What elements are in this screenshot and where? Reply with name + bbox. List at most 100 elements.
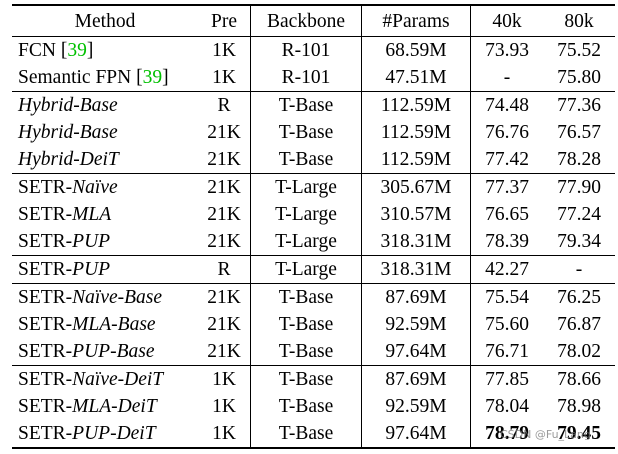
cell-params: 68.59M (361, 36, 471, 64)
cell-80k: 77.36 (557, 95, 601, 116)
method-variant: Naïve-Base (72, 287, 163, 308)
header-row: Method Pre Backbone #Params 40k 80k (12, 5, 615, 37)
citation-open-bracket: [ (60, 40, 68, 61)
method-name: SETR- (18, 287, 73, 308)
citation-link[interactable]: 39 (67, 40, 87, 61)
table-row: SETR-PUP-Base 21K T-Base 97.64M 76.71 78.02 (12, 338, 615, 366)
cell-backbone: T-Large (250, 201, 362, 228)
cell-params: 97.64M (361, 338, 471, 366)
citation-close-bracket: ] (162, 67, 169, 88)
method-variant: Naïve-DeiT (72, 369, 164, 390)
method-variant: Hybrid-Base (18, 95, 118, 116)
header-method: Method (74, 10, 136, 32)
method-variant: Hybrid-Base (18, 122, 118, 143)
cell-backbone: T-Large (250, 255, 362, 284)
cell-pre: 21K (198, 283, 251, 311)
cell-40k: 76.65 (485, 204, 529, 225)
cell-pre: 1K (198, 393, 251, 420)
cell-method: SETR-Naïve (12, 174, 198, 202)
header-backbone: Backbone (250, 5, 362, 37)
table-row: Hybrid-Base R T-Base 112.59M 74.48 77.36 (12, 91, 615, 120)
citation-open-bracket: [ (136, 67, 143, 88)
table-row: Semantic FPN [39] 1K R-101 47.51M -75.80 (12, 64, 615, 92)
cell-80k: 78.98 (557, 396, 601, 417)
cell-pre: R (198, 255, 251, 284)
table-row: SETR-Naïve-DeiT 1K T-Base 87.69M 77.85 78.66 (12, 365, 615, 393)
cell-params: 112.59M (361, 91, 471, 119)
header-40k: 40k (492, 10, 522, 32)
cell-method: SETR-PUP-Base (12, 338, 198, 366)
row-group: SETR-Naïve-DeiT 1K T-Base 87.69M 77.85 78.66 S… (12, 365, 615, 448)
method-variant: Hybrid-DeiT (18, 149, 119, 170)
method-variant: MLA-DeiT (72, 396, 157, 417)
cell-backbone: T-Base (250, 393, 362, 420)
table-row: SETR-MLA-Base 21K T-Base 92.59M 75.60 76.87 (12, 311, 615, 338)
cell-40k: 42.27 (485, 259, 529, 280)
table-row: SETR-MLA-DeiT 1K T-Base 92.59M 78.04 78.98 (12, 393, 615, 420)
cell-pre: 1K (198, 365, 251, 393)
cell-40k: 78.04 (485, 396, 529, 417)
row-group: SETR-PUP R T-Large 318.31M 42.27- (12, 255, 615, 284)
watermark: CSDN @Fu_Lang (500, 428, 591, 441)
cell-80k: 79.34 (557, 231, 601, 252)
cell-80k: 77.24 (557, 204, 601, 225)
cell-method: SETR-Naïve-Base (12, 284, 198, 312)
cell-pre: 21K (198, 119, 251, 146)
cell-pre: 21K (198, 146, 251, 174)
cell-backbone: R-101 (250, 64, 362, 92)
cell-method: FCN [39] (12, 37, 198, 65)
method-name: SETR- (18, 177, 73, 198)
cell-40k: 77.37 (485, 177, 529, 198)
cell-params: 97.64M (361, 420, 471, 448)
method-name: Semantic FPN (18, 67, 137, 88)
cell-backbone: T-Large (250, 228, 362, 256)
header-80k: 80k (564, 10, 594, 32)
cell-method: SETR-MLA-DeiT (12, 393, 198, 420)
method-name: SETR- (18, 369, 73, 390)
table-row: SETR-PUP R T-Large 318.31M 42.27- (12, 255, 615, 284)
cell-80k: 78.66 (557, 369, 601, 390)
cell-40k: 76.76 (485, 122, 529, 143)
cell-40k: 76.71 (485, 341, 529, 362)
cell-params: 305.67M (361, 173, 471, 201)
method-name: SETR- (18, 396, 73, 417)
cell-80k: 76.25 (557, 287, 601, 308)
cell-method: SETR-PUP-DeiT (12, 420, 198, 448)
method-name: FCN (18, 40, 61, 61)
cell-backbone: T-Base (250, 283, 362, 311)
table-row: SETR-PUP-DeiT 1K T-Base 97.64M 78.79 79.45 (12, 420, 615, 448)
cell-pre: 21K (198, 201, 251, 228)
method-name: SETR- (18, 204, 73, 225)
cell-80k: 77.90 (557, 177, 601, 198)
method-variant: MLA-Base (72, 314, 156, 335)
cell-params: 318.31M (361, 255, 471, 284)
method-variant: MLA (72, 204, 112, 225)
cell-method: SETR-PUP (12, 228, 198, 256)
cell-backbone: R-101 (250, 36, 362, 64)
method-variant: PUP-DeiT (72, 423, 156, 444)
cell-40k: 74.48 (485, 95, 529, 116)
cell-pre: 21K (198, 338, 251, 366)
row-group: SETR-Naïve 21K T-Large 305.67M 77.37 77.90 SET… (12, 173, 615, 256)
cell-40k: 77.85 (485, 369, 529, 390)
results-table: Method Pre Backbone #Params 40k 80k FCN … (12, 4, 615, 449)
cell-backbone: T-Base (250, 420, 362, 448)
citation-link[interactable]: 39 (142, 67, 163, 88)
cell-params: 112.59M (361, 146, 471, 174)
table-row: Hybrid-Base 21K T-Base 112.59M 76.76 76.57 (12, 119, 615, 146)
cell-pre: 21K (198, 311, 251, 338)
cell-method: Hybrid-Base (12, 92, 198, 120)
cell-80k: 75.80 (557, 67, 601, 88)
cell-params: 87.69M (361, 365, 471, 393)
table-row: SETR-Naïve-Base 21K T-Base 87.69M 75.54 76.25 (12, 283, 615, 312)
cell-40k: 77.42 (485, 149, 529, 170)
cell-40k: 75.54 (485, 287, 529, 308)
cell-pre: 1K (198, 420, 251, 448)
table-row: SETR-PUP 21K T-Large 318.31M 78.39 79.34 (12, 228, 615, 256)
cell-params: 112.59M (361, 119, 471, 146)
cell-method: Hybrid-Base (12, 119, 198, 146)
cell-40k: - (503, 67, 511, 88)
cell-80k: 78.28 (557, 149, 601, 170)
method-name: SETR- (18, 259, 73, 280)
row-group: FCN [39] 1K R-101 68.59M 73.93 75.52 Semantic … (12, 36, 615, 92)
